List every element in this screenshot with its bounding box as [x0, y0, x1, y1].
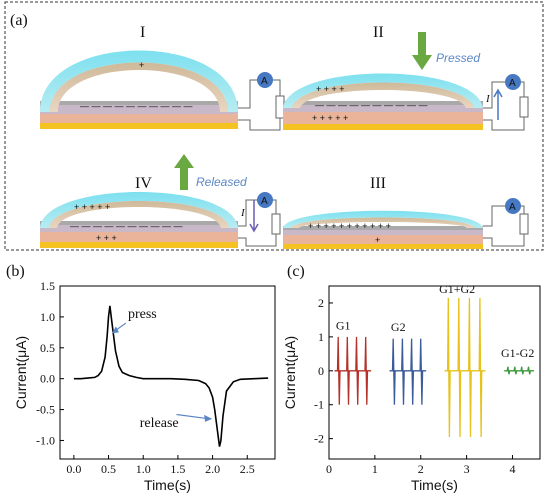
panel-a: (a) I + — — — — — — — — — — A II Pressed: [4, 1, 544, 251]
series-g1-g2: [444, 297, 486, 438]
plot-frame: [328, 285, 541, 460]
x-tick-label: 1.5: [170, 462, 185, 476]
x-tick-label: 3: [464, 462, 470, 476]
y-tick-label: 0.0: [40, 372, 55, 386]
stage-iv-device: IV Released + + + + + — — — — — — — — — …: [40, 154, 281, 248]
y-tick-label: 0: [318, 364, 324, 378]
y-tick-label: -1.0: [36, 433, 55, 447]
dome-shell: [50, 62, 228, 112]
stage-iii-device: III + + + + + + + + + + + + A: [283, 175, 529, 249]
svg-text:A: A: [509, 78, 516, 89]
current-symbol: I: [485, 93, 491, 105]
series-label: G2: [391, 320, 406, 334]
y-tick-label: 2: [318, 296, 324, 310]
x-tick-label: 1.0: [136, 462, 151, 476]
stage-ii-device: II Pressed + + + + — — — — — — — — — — +…: [283, 24, 529, 131]
svg-text:— — — — — — — — — —: — — — — — — — — — —: [80, 101, 193, 111]
stage-ii-numeral: II: [373, 24, 384, 41]
svg-text:+ + +: + + +: [96, 233, 117, 243]
series-label: G1+G2: [439, 282, 475, 296]
y-tick-label: 1: [318, 330, 324, 344]
current-symbol: I: [240, 207, 246, 219]
svg-text:+ + + + + + + + + +: + + + + + + + + + + +: [308, 221, 391, 231]
pressed-label: Pressed: [436, 51, 480, 65]
dome-glass: [283, 210, 483, 228]
x-tick-label: 0.0: [66, 462, 81, 476]
x-tick-label: 0.5: [101, 462, 116, 476]
x-tick-label: 2.0: [205, 462, 220, 476]
stage-iv-numeral: IV: [135, 175, 152, 192]
annotation-arrow-release: [176, 413, 210, 420]
triboelectric-layer: [40, 105, 238, 114]
dome-glass: [283, 73, 483, 108]
svg-text:A: A: [509, 202, 516, 213]
dome-shell: [49, 201, 229, 228]
panel-c-label: (c): [287, 263, 305, 280]
svg-text:A: A: [261, 76, 268, 87]
stage-i-numeral: I: [140, 24, 145, 41]
y-tick-label: -1: [314, 398, 324, 412]
annotation-release: release: [140, 416, 179, 431]
panel-b-label: (b): [6, 263, 25, 280]
svg-text:+ + + +: + + + + +: [312, 113, 348, 123]
ammeter-iii: A: [483, 198, 529, 247]
electrode-orange: [40, 114, 238, 123]
series-label: G1: [336, 318, 351, 332]
x-tick-label: 2.5: [240, 462, 255, 476]
y-tick-label: 0.5: [40, 341, 55, 355]
x-tick-label: 0: [326, 462, 332, 476]
dome-shell: [292, 82, 474, 108]
series-g1-g2: [504, 366, 534, 375]
x-tick-label: 1: [372, 462, 378, 476]
x-axis-label: Time(s): [144, 477, 191, 493]
series-g1: [334, 336, 372, 405]
series-label: G1-G2: [501, 346, 534, 360]
y-tick-label: -0.5: [36, 403, 55, 417]
annotation-arrowhead-release: [204, 414, 213, 422]
current-arrow-up: [493, 88, 503, 120]
ammeter-i: A: [238, 72, 285, 131]
y-tick-label: 1.0: [40, 310, 55, 324]
current-curve: [73, 305, 269, 447]
released-label: Released: [196, 175, 247, 189]
stage-iii-numeral: III: [370, 175, 386, 192]
svg-text:+: +: [375, 235, 380, 245]
svg-text:— — — — — — — — — —: — — — — — — — — — —: [315, 100, 428, 110]
svg-text:A: A: [261, 196, 268, 207]
svg-text:+ + + +: + + + + +: [74, 202, 110, 212]
x-tick-label: 2: [418, 462, 424, 476]
y-axis-label: Current(μA): [282, 336, 298, 409]
ammeter-ii: A: [483, 74, 529, 131]
svg-text:+: +: [139, 60, 144, 70]
dielectric-grey: [40, 101, 238, 105]
dome-glass: [40, 192, 238, 228]
x-axis-label: Time(s): [411, 477, 458, 493]
dome-glass: [40, 50, 238, 112]
y-axis-label: Current(μA): [13, 336, 29, 409]
pressed-arrow: [412, 32, 432, 70]
plot-frame: [59, 285, 276, 460]
panel-a-label: (a): [10, 12, 28, 29]
current-arrow-down: [249, 200, 259, 233]
ammeter-iv: A: [238, 192, 281, 247]
chart-b: 0.0 0.5 1.0 1.5 2.0 2.5-1.0-0.50.00.51.01.5Ti…: [13, 279, 276, 493]
svg-text:+ + + +: + + + +: [316, 84, 345, 94]
panel-b: (b) 0.0 0.5 1.0 1.5 2.0 2.5 -1.0 -0.5 0.0 0.5 1.0 1…: [6, 263, 276, 493]
released-arrow: [174, 154, 194, 190]
substrate-yellow: [40, 123, 238, 129]
dome-shell: [291, 217, 475, 228]
svg-text:— — — — — — — — — —: — — — — — — — — — —: [70, 221, 183, 231]
panel-a-border: [4, 1, 544, 251]
annotation-press: press: [128, 307, 157, 322]
y-tick-label: -2: [314, 432, 324, 446]
stage-i-device: I + — — — — — — — — — — A: [40, 24, 285, 131]
y-tick-label: 1.5: [40, 279, 55, 293]
series-g2: [389, 338, 427, 405]
annotation-arrowhead-press: [111, 326, 119, 334]
x-tick-label: 4: [509, 462, 515, 476]
